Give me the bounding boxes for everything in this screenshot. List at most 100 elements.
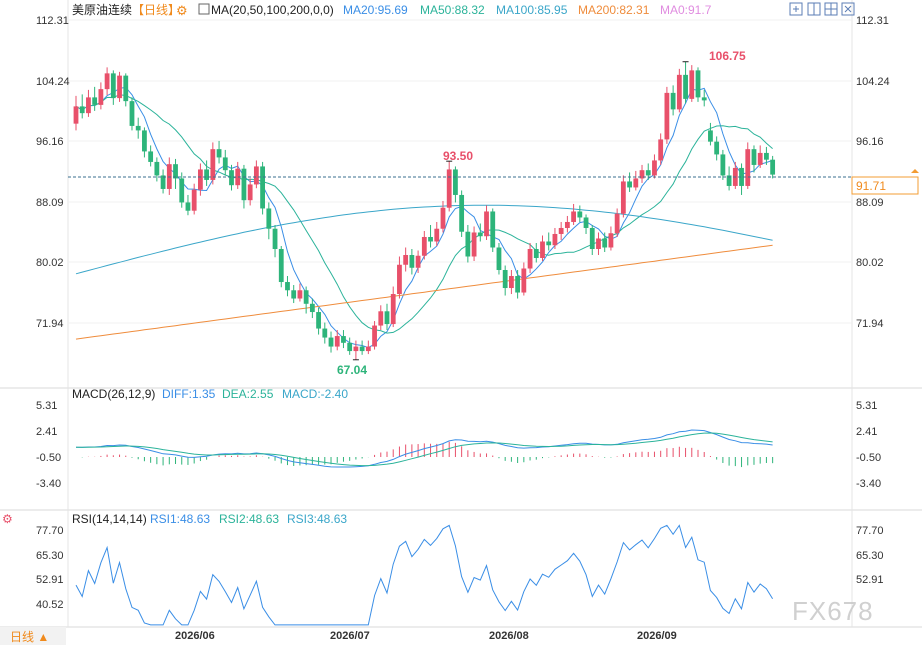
candle-down: [303, 286, 309, 314]
candle-body: [347, 342, 353, 352]
candle-body: [266, 208, 272, 229]
y-tick-right: 112.31: [856, 15, 889, 27]
candle-up: [421, 230, 427, 260]
add-indicator-icon[interactable]: [789, 2, 803, 16]
x-tick: 2026/09: [637, 630, 677, 642]
candle-body: [285, 282, 290, 291]
ma-toggle-icon[interactable]: [198, 3, 210, 15]
candle-body: [415, 255, 421, 268]
candle-down: [154, 157, 160, 182]
macd-tick-left: 2.41: [36, 426, 57, 438]
macd-dea-line: [76, 432, 773, 467]
candle-body: [247, 184, 253, 201]
candle-down: [309, 298, 315, 319]
ma100-line: [75, 204, 773, 275]
candle-body: [372, 325, 377, 347]
candle-body: [515, 276, 521, 293]
candle-up: [446, 161, 452, 212]
candle-body: [222, 157, 228, 171]
candle-body: [229, 170, 234, 186]
candle-up: [639, 164, 645, 183]
rsi-tick-right: 52.91: [856, 574, 884, 586]
candle-down: [627, 172, 632, 192]
x-tick: 2026/08: [489, 630, 529, 642]
candle-body: [434, 228, 440, 242]
candle-body: [683, 74, 688, 99]
candle-down: [142, 127, 147, 158]
candle-down: [726, 166, 732, 191]
candle-down: [129, 97, 135, 131]
candle-body: [341, 336, 346, 343]
rsi-tick-left: 65.30: [36, 550, 64, 562]
candle-up: [571, 203, 576, 225]
candle-up: [652, 154, 657, 179]
macd-tick-left: -0.50: [36, 452, 61, 464]
candle-body: [86, 97, 91, 114]
candle-down: [222, 149, 228, 176]
candle-body: [490, 211, 496, 248]
candle-body: [397, 264, 402, 295]
candle-up: [365, 340, 371, 355]
rsi-line: [75, 524, 774, 626]
candle-body: [403, 254, 409, 265]
candle-body: [751, 149, 757, 165]
candle-up: [440, 200, 446, 233]
candle-down: [185, 194, 191, 216]
candlesticks: [73, 61, 776, 361]
candle-up: [757, 145, 763, 168]
macd-diff-line: [75, 429, 773, 468]
y-tick-left: 96.16: [36, 136, 64, 148]
candle-up: [658, 133, 664, 165]
period-button[interactable]: [0, 627, 66, 645]
candle-down: [496, 242, 502, 275]
settings-icon[interactable]: ⚙: [176, 3, 188, 18]
fullscreen-icon[interactable]: [841, 2, 855, 16]
candle-down: [502, 265, 508, 296]
candle-down: [229, 164, 234, 191]
candle-up: [104, 67, 110, 96]
candle-up: [434, 221, 440, 246]
candle-down: [347, 337, 353, 355]
candle-body: [652, 160, 657, 176]
candle-body: [633, 178, 639, 188]
candle-up: [552, 227, 558, 249]
candle-down: [533, 242, 539, 263]
candle-body: [260, 166, 265, 209]
candle-body: [160, 175, 166, 189]
grid-icon[interactable]: [824, 2, 838, 16]
ma0-label: MA0:91.7: [660, 3, 712, 17]
candle-body: [359, 346, 365, 352]
macd-tick-right: -3.40: [856, 478, 881, 490]
candle-down: [589, 224, 595, 255]
candle-down: [359, 340, 365, 355]
candle-body: [235, 168, 241, 186]
candle-body: [589, 227, 595, 249]
toolbar: [789, 2, 855, 16]
candle-up: [198, 163, 203, 196]
candle-down: [110, 70, 116, 105]
candle-down: [428, 224, 433, 248]
candle-body: [577, 211, 583, 218]
candle-down: [123, 73, 129, 107]
split-view-icon[interactable]: [807, 2, 821, 16]
period-button-label[interactable]: 日线 ▲: [10, 630, 49, 644]
candle-body: [210, 149, 216, 180]
candle-body: [453, 169, 458, 195]
rsi-settings-icon[interactable]: ⚙: [2, 512, 13, 526]
candle-body: [484, 211, 489, 237]
candle-down: [602, 232, 608, 252]
candle-body: [297, 290, 303, 299]
macd-tick-left: -3.40: [36, 478, 61, 490]
candle-body: [720, 154, 726, 176]
candle-body: [316, 312, 321, 329]
candle-body: [645, 170, 651, 176]
candle-down: [577, 205, 583, 222]
candle-up: [614, 208, 620, 237]
candle-up: [210, 142, 216, 185]
candle-body: [390, 294, 396, 325]
macd-tick-right: 2.41: [856, 426, 877, 438]
candle-up: [191, 183, 197, 215]
rsi-indicator: [75, 524, 774, 626]
candle-body: [185, 202, 191, 211]
candle-down: [459, 190, 465, 237]
